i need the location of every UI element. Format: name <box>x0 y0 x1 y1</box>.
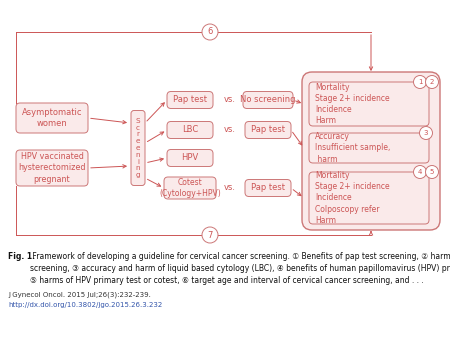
Text: Framework of developing a guideline for cervical cancer screening. ① Benefits of: Framework of developing a guideline for … <box>30 252 450 285</box>
FancyBboxPatch shape <box>309 133 429 163</box>
FancyBboxPatch shape <box>245 179 291 196</box>
FancyBboxPatch shape <box>16 103 88 133</box>
Circle shape <box>426 75 438 89</box>
Text: 3: 3 <box>424 130 428 136</box>
Text: No screening: No screening <box>240 96 296 104</box>
Text: Pap test: Pap test <box>251 125 285 135</box>
Text: LBC: LBC <box>182 125 198 135</box>
Circle shape <box>414 75 427 89</box>
FancyBboxPatch shape <box>16 150 88 186</box>
Text: 2: 2 <box>430 79 434 85</box>
Text: Pap test: Pap test <box>251 184 285 193</box>
Text: 5: 5 <box>430 169 434 175</box>
Text: HPV: HPV <box>181 153 198 163</box>
Text: Asymptomatic
women: Asymptomatic women <box>22 108 82 128</box>
Circle shape <box>426 166 438 178</box>
FancyBboxPatch shape <box>131 111 145 186</box>
FancyBboxPatch shape <box>245 121 291 139</box>
Text: 7: 7 <box>207 231 213 240</box>
Circle shape <box>414 166 427 178</box>
FancyBboxPatch shape <box>167 149 213 167</box>
Circle shape <box>202 24 218 40</box>
Text: Cotest
(Cytology+HPV): Cotest (Cytology+HPV) <box>159 178 221 198</box>
Text: Accuracy
Insufficient sample,
 harm: Accuracy Insufficient sample, harm <box>315 132 391 164</box>
Text: vs.: vs. <box>224 184 236 193</box>
Text: Mortality
Stage 2+ incidence
Incidence
Colposcopy refer
Harm: Mortality Stage 2+ incidence Incidence C… <box>315 171 390 225</box>
FancyBboxPatch shape <box>309 82 429 126</box>
Text: Fig. 1.: Fig. 1. <box>8 252 35 261</box>
FancyBboxPatch shape <box>164 177 216 199</box>
Text: vs.: vs. <box>224 125 236 135</box>
FancyBboxPatch shape <box>243 92 293 108</box>
FancyBboxPatch shape <box>309 172 429 224</box>
Text: 1: 1 <box>418 79 422 85</box>
Text: Mortality
Stage 2+ incidence
Incidence
Harm: Mortality Stage 2+ incidence Incidence H… <box>315 83 390 125</box>
Text: HPV vaccinated
hysterectomized
pregnant: HPV vaccinated hysterectomized pregnant <box>18 152 86 184</box>
Text: 4: 4 <box>418 169 422 175</box>
FancyBboxPatch shape <box>302 72 440 230</box>
Text: Pap test: Pap test <box>173 96 207 104</box>
FancyBboxPatch shape <box>167 121 213 139</box>
Text: vs.: vs. <box>224 96 236 104</box>
Text: J Gynecol Oncol. 2015 Jul;26(3):232-239.: J Gynecol Oncol. 2015 Jul;26(3):232-239. <box>8 292 151 298</box>
Text: http://dx.doi.org/10.3802/jgo.2015.26.3.232: http://dx.doi.org/10.3802/jgo.2015.26.3.… <box>8 302 162 308</box>
FancyBboxPatch shape <box>167 92 213 108</box>
Text: 6: 6 <box>207 27 213 37</box>
Circle shape <box>419 126 432 140</box>
Text: S
c
r
e
e
n
i
n
g: S c r e e n i n g <box>136 118 140 178</box>
Circle shape <box>202 227 218 243</box>
